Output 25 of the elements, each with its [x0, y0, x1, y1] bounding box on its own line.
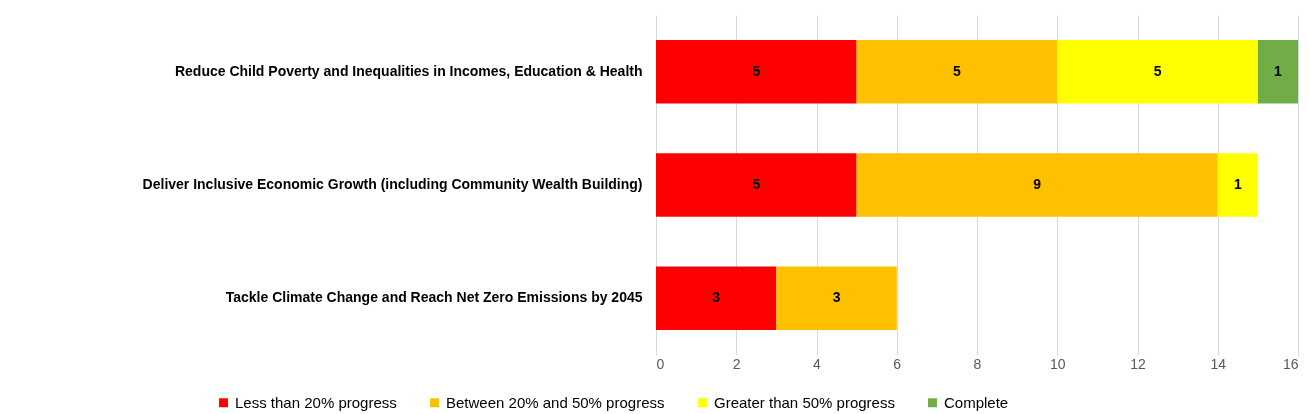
legend-label: Less than 20% progress — [235, 393, 397, 411]
legend-label: Complete — [944, 393, 1009, 411]
data-label: 9 — [1033, 176, 1042, 192]
data-label: 1 — [1233, 176, 1242, 192]
x-tick-label: 6 — [893, 355, 902, 372]
data-label: 3 — [712, 289, 721, 306]
data-label: 3 — [832, 289, 841, 306]
data-label: 1 — [1274, 62, 1283, 79]
x-tick-label: 4 — [813, 355, 822, 372]
x-tick-label: 14 — [1210, 355, 1227, 372]
x-tick-label: 8 — [973, 355, 982, 372]
y-tick-label: Reduce Child Poverty and Inequalities in Incomes, Education & Health — [174, 62, 643, 79]
legend-label: Greater than 50% progress — [714, 393, 895, 411]
y-tick-label: Deliver Inclusive Economic Growth (including Community Wealth Building) — [142, 176, 643, 192]
x-tick-label: 10 — [1049, 355, 1066, 372]
data-label: 5 — [1153, 62, 1162, 79]
data-label: 5 — [752, 176, 761, 192]
legend-label: Between 20% and 50% progress — [446, 393, 665, 411]
data-label: 5 — [953, 62, 962, 79]
x-tick-label: 0 — [656, 355, 665, 372]
x-tick-label: 12 — [1130, 355, 1146, 372]
x-tick-label: 16 — [1282, 355, 1299, 372]
data-label: 5 — [752, 62, 761, 79]
x-tick-label: 2 — [732, 355, 741, 372]
y-tick-label: Tackle Climate Change and Reach Net Zero Emissions by 2045 — [225, 289, 643, 306]
